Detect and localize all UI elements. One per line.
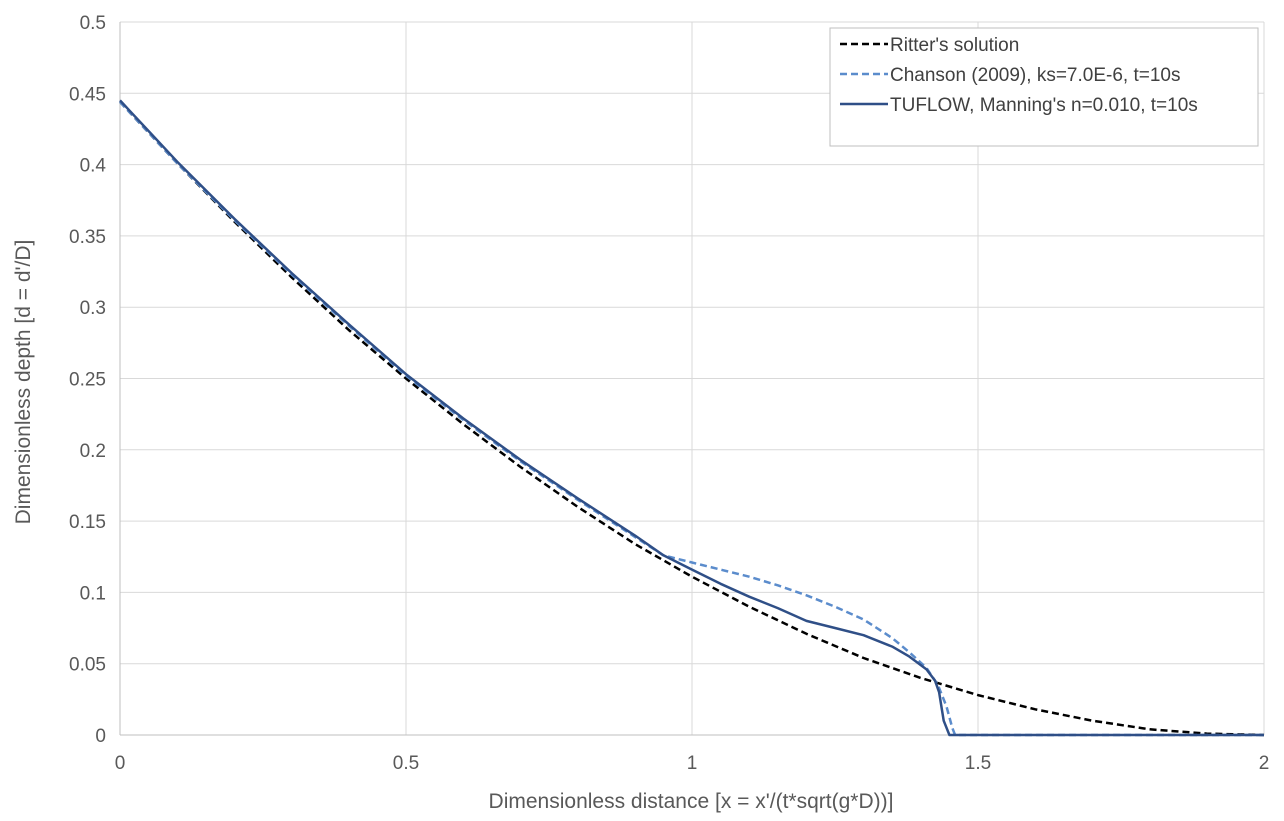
- legend-label: TUFLOW, Manning's n=0.010, t=10s: [890, 95, 1198, 116]
- x-tick-labels: 0 0.5 1 1.5 2: [115, 753, 1270, 774]
- series-line-1: [119, 101, 1264, 737]
- x-axis-title: Dimensionless distance [x = x'/(t*sqrt(g…: [489, 790, 894, 813]
- legend: Ritter's solution Chanson (2009), ks=7.0E…: [829, 27, 1259, 147]
- x-tick-label: 1.5: [965, 753, 991, 774]
- y-tick-label: 0.2: [80, 441, 106, 462]
- y-tick-label: 0: [95, 726, 106, 747]
- y-tick-label: 0.25: [69, 370, 106, 391]
- legend-label: Chanson (2009), ks=7.0E-6, t=10s: [890, 65, 1180, 86]
- x-tick-label: 2: [1259, 753, 1270, 774]
- series-lines: [119, 99, 1265, 737]
- y-tick-labels: 0 0.05 0.1 0.15 0.2 0.25 0.3 0.35 0.4 0.45 0.5: [69, 13, 106, 747]
- y-tick-label: 0.3: [80, 298, 106, 319]
- y-tick-label: 0.15: [69, 512, 106, 533]
- y-tick-label: 0.35: [69, 227, 106, 248]
- series-line-2: [119, 99, 1264, 737]
- y-tick-label: 0.4: [80, 156, 107, 177]
- y-tick-label: 0.05: [69, 655, 106, 676]
- x-tick-label: 0: [115, 753, 126, 774]
- legend-box: [829, 27, 1259, 147]
- y-tick-label: 0.1: [80, 583, 106, 604]
- x-tick-label: 0.5: [393, 753, 419, 774]
- x-tick-label: 1: [687, 753, 698, 774]
- legend-label: Ritter's solution: [890, 35, 1019, 56]
- y-axis-title: Dimensionless depth [d = d'/D]: [12, 240, 35, 525]
- y-tick-label: 0.45: [69, 84, 106, 105]
- y-tick-label: 0.5: [80, 13, 106, 34]
